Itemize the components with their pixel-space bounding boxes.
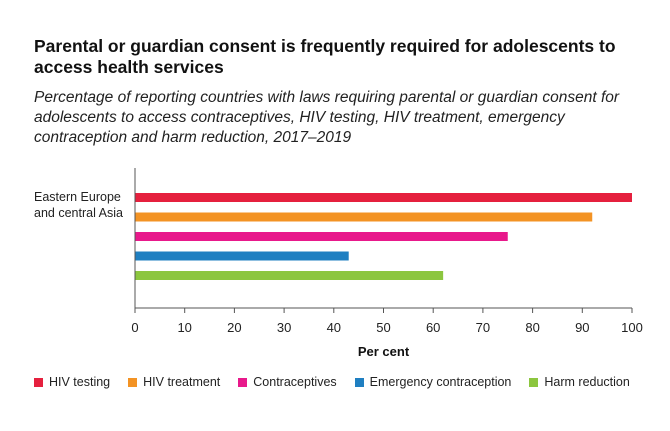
x-tick-label: 30 — [277, 320, 291, 335]
legend-label: Emergency contraception — [369, 375, 512, 389]
bar-contraceptives — [135, 232, 508, 241]
legend-swatch — [354, 377, 364, 387]
bar-hiv-treatment — [135, 212, 593, 222]
bars-group — [135, 193, 632, 280]
x-axis-label: Per cent — [358, 344, 410, 359]
legend-swatch — [529, 377, 539, 387]
legend-item: Emergency contraception — [354, 375, 512, 389]
legend-label: HIV treatment — [143, 375, 221, 389]
bar-harm-reduction — [135, 271, 444, 280]
legend-item: Contraceptives — [238, 375, 337, 389]
x-tick-label: 90 — [575, 320, 589, 335]
x-tick-label: 80 — [525, 320, 539, 335]
legend-item: Harm reduction — [529, 375, 630, 389]
legend-swatch — [128, 377, 138, 387]
legend-label: Contraceptives — [253, 375, 337, 389]
x-tick-label: 70 — [476, 320, 490, 335]
x-tick-label: 100 — [621, 320, 643, 335]
x-tick-label: 40 — [327, 320, 341, 335]
legend-item: HIV treatment — [128, 375, 220, 389]
x-ticks-group: 0 10 20 30 40 50 60 70 80 90 100 — [131, 308, 643, 335]
legend-swatch — [34, 377, 43, 387]
legend-item: HIV testing — [34, 375, 110, 389]
x-tick-label: 60 — [426, 320, 440, 335]
chart-subtitle: Percentage of reporting countries with l… — [34, 89, 620, 146]
bar-emergency-contraception — [135, 251, 349, 261]
legend: HIV testing HIV treatment Contraceptives Em… — [34, 375, 664, 389]
x-tick-label: 10 — [177, 320, 191, 335]
category-label: Eastern Europe and central Asia — [34, 190, 123, 220]
legend-swatch — [238, 377, 248, 387]
x-tick-label: 20 — [227, 320, 241, 335]
chart-title: Parental or guardian consent is frequent… — [34, 36, 616, 77]
legend-label: Harm reduction — [544, 375, 630, 389]
x-tick-label: 50 — [376, 320, 390, 335]
legend-label: HIV testing — [49, 375, 111, 389]
x-tick-label: 0 — [131, 320, 138, 335]
bar-hiv-testing — [135, 193, 632, 202]
